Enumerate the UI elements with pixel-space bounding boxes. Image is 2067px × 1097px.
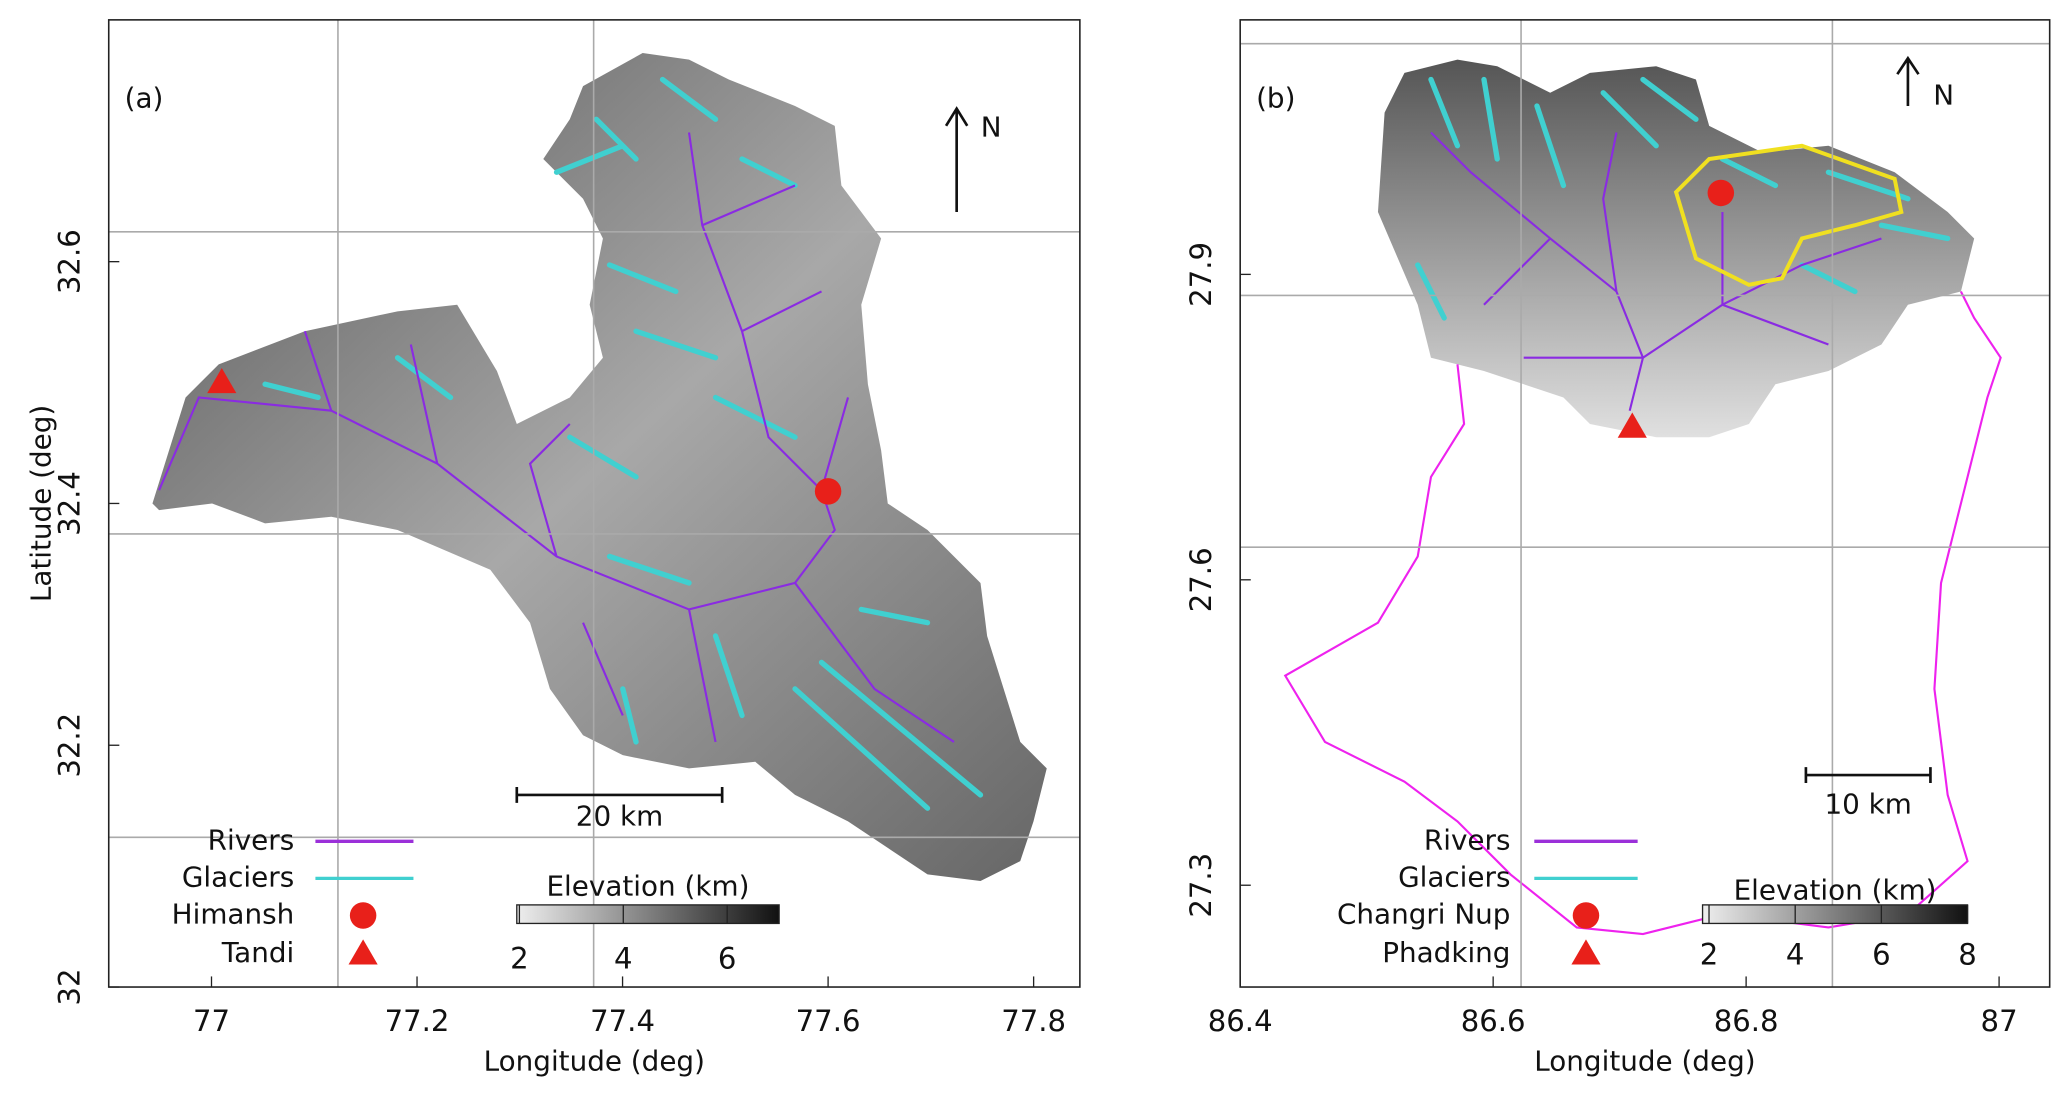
- y-tick-label: 32.6: [53, 229, 87, 294]
- basin-a: [152, 52, 1047, 882]
- rivers-a: [158, 132, 955, 743]
- catchment-outline: [1283, 290, 2002, 936]
- plot-frame: [1239, 19, 2051, 988]
- colorbar-tick-label: 4: [614, 942, 633, 976]
- glaciers-a: [262, 76, 984, 811]
- north-arrows: [944, 55, 1920, 212]
- x-axis-title: Longitude (deg): [484, 1045, 705, 1078]
- x-tick-label: 86.6: [1461, 1004, 1526, 1038]
- marker-circle: [349, 902, 377, 929]
- map-layout: [108, 19, 2050, 988]
- y-tick-label: 27.9: [1184, 242, 1218, 307]
- panel-label: (a): [125, 81, 164, 114]
- legend-label: Glaciers: [1398, 860, 1510, 893]
- y-tick-label: 27.6: [1184, 547, 1218, 612]
- marker-triangle: [207, 367, 237, 394]
- scale-bar: [1804, 767, 1932, 784]
- x-tick-label: 77: [193, 1004, 230, 1038]
- colorbar-title: Elevation (km): [546, 870, 749, 903]
- x-tick-label: 86.8: [1714, 1004, 1779, 1038]
- x-tick-label: 77.6: [796, 1004, 861, 1038]
- y-axis-title: Latitude (deg): [24, 405, 57, 602]
- north-label: N: [981, 111, 1002, 144]
- colorbar-title: Elevation (km): [1734, 874, 1937, 907]
- colorbar-tick-label: 6: [718, 942, 737, 976]
- scale-bar: [515, 786, 724, 803]
- x-tick-label: 77.2: [385, 1004, 450, 1038]
- marker-circle: [1707, 179, 1735, 207]
- legend-label: Tandi: [221, 936, 294, 969]
- legend-label: Rivers: [1424, 823, 1511, 856]
- glacier-outline: [1673, 143, 1904, 287]
- glaciers-b: [1415, 76, 1951, 321]
- y-tick-label: 32.4: [53, 471, 87, 536]
- marker-circle: [814, 478, 842, 505]
- marker-circle: [1572, 902, 1600, 929]
- legend-label: Phadking: [1382, 936, 1510, 969]
- x-tick-label: 87: [1981, 1004, 2018, 1038]
- legend-label: Glaciers: [182, 860, 294, 893]
- colorbar-tick-label: 2: [1700, 938, 1719, 972]
- colorbar-tick-label: 2: [510, 942, 529, 976]
- marker-triangle: [1617, 412, 1647, 438]
- north-label: N: [1933, 79, 1954, 112]
- panel-label: (b): [1256, 81, 1295, 114]
- y-tick-label: 32: [53, 969, 87, 1006]
- colorbar-tick-label: 4: [1786, 938, 1805, 972]
- x-tick-label: 77.4: [590, 1004, 655, 1038]
- legend-label: Changri Nup: [1337, 897, 1510, 930]
- x-tick-label: 86.4: [1208, 1004, 1273, 1038]
- colorbar: [516, 904, 780, 925]
- y-tick-label: 27.3: [1184, 853, 1218, 918]
- legend-label: Himansh: [172, 897, 295, 930]
- x-tick-label: 77.8: [1001, 1004, 1066, 1038]
- basin-b: [1377, 59, 1975, 438]
- x-axis-title: Longitude (deg): [1534, 1045, 1755, 1078]
- colorbar-tick-label: 6: [1872, 938, 1891, 972]
- legend-label: Rivers: [208, 823, 295, 856]
- rivers-b: [1430, 131, 1882, 411]
- grid-lines: [108, 19, 2050, 988]
- colorbar-tick-label: 8: [1958, 938, 1977, 972]
- marker-triangle: [348, 939, 378, 965]
- colorbar: [1701, 904, 1969, 925]
- y-tick-label: 32.2: [53, 713, 87, 778]
- scale-bar-label: 10 km: [1824, 788, 1911, 821]
- marker-triangle: [1571, 939, 1601, 965]
- scale-bar-label: 20 km: [576, 799, 663, 832]
